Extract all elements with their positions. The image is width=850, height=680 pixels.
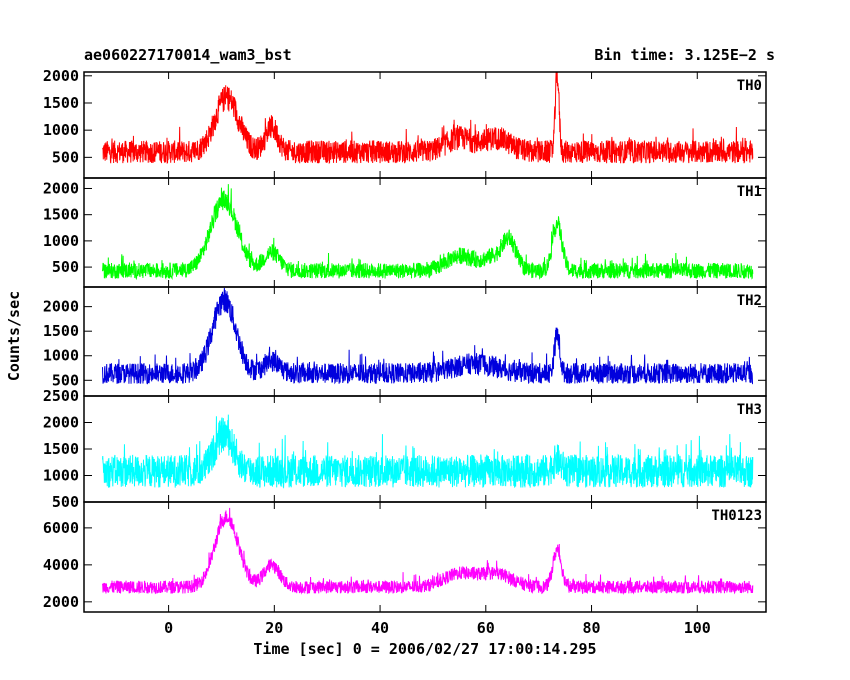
- y-tick-label: 1500: [43, 322, 79, 340]
- panel-th0: 500 1000 1500 2000 TH0: [43, 67, 767, 179]
- panel-th1: 500 1000 1500 2000 TH1: [43, 177, 767, 288]
- panels-group: 500 1000 1500 2000 TH0 500 1000 1500 2000 TH1 500 1…: [43, 67, 767, 613]
- series-th3: [102, 414, 754, 489]
- y-tick-label: 2500: [43, 387, 79, 405]
- x-tick-label: 100: [684, 619, 711, 637]
- series-th0: [102, 71, 754, 165]
- y-tick-label: 4000: [43, 556, 79, 574]
- panel-frame: [83, 501, 767, 613]
- panel-name-th2: TH2: [737, 293, 762, 309]
- y-tick-label: 500: [52, 371, 79, 389]
- panel-th0123: 2000 4000 6000 TH0123: [43, 501, 767, 613]
- series-th2: [102, 288, 754, 385]
- y-tick-label: 1000: [43, 121, 79, 139]
- panel-th2: 500 1000 1500 2000 TH2: [43, 286, 767, 397]
- y-tick-label: 1000: [43, 232, 79, 250]
- x-tick-label: 80: [583, 619, 601, 637]
- y-tick-label: 500: [52, 148, 79, 166]
- y-tick-label: 2000: [43, 414, 79, 432]
- x-tick-label: 60: [477, 619, 495, 637]
- y-axis-label: Counts/sec: [5, 291, 23, 381]
- panel-name-th0: TH0: [737, 78, 762, 94]
- bin-time-label: Bin time: 3.125E−2 s: [594, 46, 775, 64]
- y-tick-label: 1000: [43, 347, 79, 365]
- x-tick-label: 20: [265, 619, 283, 637]
- y-tick-label: 2000: [43, 67, 79, 85]
- y-tick-label: 1500: [43, 206, 79, 224]
- y-tick-label: 2000: [43, 298, 79, 316]
- y-tick-label: 1000: [43, 467, 79, 485]
- chart-title: ae060227170014_wam3_bst: [84, 46, 292, 64]
- x-tick-label: 0: [164, 619, 173, 637]
- panel-frame: [83, 71, 767, 179]
- x-tick-label: 40: [371, 619, 389, 637]
- y-tick-label: 2000: [43, 179, 79, 197]
- y-tick-label: 6000: [43, 519, 79, 537]
- y-tick-label: 1500: [43, 94, 79, 112]
- y-tick-label: 500: [52, 258, 79, 276]
- panel-th3: 500 1000 1500 2000 2500 TH3: [43, 387, 767, 511]
- series-th1: [102, 184, 754, 281]
- x-axis-label: Time [sec] 0 = 2006/02/27 17:00:14.295: [253, 640, 596, 658]
- y-tick-label: 500: [52, 493, 79, 511]
- series-th0123: [102, 507, 754, 595]
- x-axis: 0 20 40 60 80 100: [164, 619, 711, 637]
- panel-name-th3: TH3: [737, 402, 762, 418]
- y-tick-label: 1500: [43, 440, 79, 458]
- panel-name-th1: TH1: [737, 184, 762, 200]
- panel-frame: [83, 395, 767, 503]
- y-tick-label: 2000: [43, 593, 79, 611]
- panel-frame: [83, 286, 767, 397]
- panel-name-th0123: TH0123: [711, 508, 762, 524]
